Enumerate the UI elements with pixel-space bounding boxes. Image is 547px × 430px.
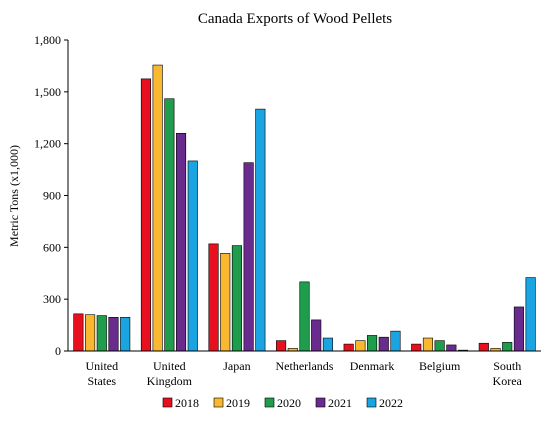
- bar-2020-1: [164, 98, 175, 352]
- bars: [73, 64, 536, 352]
- bar-2020-0: [96, 315, 107, 352]
- bar-2019-5: [422, 337, 433, 352]
- legend-label-2020: 2020: [277, 396, 301, 410]
- bar-2020-2: [231, 245, 242, 352]
- category-label: Japan: [223, 359, 250, 373]
- bar-2021-5: [446, 344, 457, 352]
- category-label: Belgium: [419, 359, 461, 373]
- bar-2022-3: [322, 337, 333, 352]
- legend-label-2022: 2022: [379, 396, 403, 410]
- y-axis-ticks: 0 300 600 900 1,200 1,500 1,800: [34, 33, 68, 358]
- category-label: Korea: [493, 374, 523, 388]
- bar-2022-6: [525, 277, 536, 352]
- y-tick-label: 0: [55, 344, 61, 358]
- category-label: Denmark: [350, 359, 395, 373]
- legend-swatch-2020: [264, 397, 275, 408]
- y-tick-label: 900: [43, 189, 61, 203]
- y-axis-label: Metric Tons (x1,000): [7, 145, 21, 247]
- chart-title: Canada Exports of Wood Pellets: [198, 11, 392, 27]
- legend-label-2021: 2021: [328, 396, 352, 410]
- y-tick-label: 1,500: [34, 85, 61, 99]
- bar-2022-0: [120, 317, 131, 352]
- bar-2021-3: [311, 319, 322, 352]
- category-label: Netherlands: [276, 359, 334, 373]
- legend: 2018 2019 2020 2021 2022: [162, 396, 403, 410]
- bar-2018-5: [411, 343, 422, 352]
- bar-2021-6: [513, 306, 524, 352]
- bar-2020-5: [434, 340, 445, 352]
- bar-2018-2: [208, 243, 219, 352]
- legend-label-2019: 2019: [226, 396, 250, 410]
- y-tick-label: 1,200: [34, 137, 61, 151]
- y-tick-label: 300: [43, 292, 61, 306]
- bar-2021-1: [176, 133, 187, 352]
- bar-2020-6: [502, 342, 513, 352]
- legend-swatch-2019: [213, 397, 224, 408]
- bar-2018-4: [343, 343, 354, 352]
- y-tick-label: 600: [43, 240, 61, 254]
- legend-label-2018: 2018: [175, 396, 199, 410]
- bar-2020-4: [367, 335, 378, 352]
- bar-2019-0: [85, 314, 96, 352]
- bar-2022-2: [255, 108, 266, 352]
- bar-2022-4: [390, 330, 401, 352]
- bar-2019-2: [220, 253, 231, 352]
- category-label: United: [153, 359, 186, 373]
- bar-2018-3: [276, 340, 287, 352]
- bar-2021-2: [243, 162, 254, 352]
- bar-2018-1: [140, 78, 152, 352]
- legend-swatch-2022: [366, 397, 377, 408]
- category-label: South: [493, 359, 521, 373]
- bar-2018-6: [478, 342, 489, 352]
- bar-2018-0: [73, 313, 84, 352]
- category-label: United: [85, 359, 118, 373]
- legend-swatch-2021: [315, 397, 326, 408]
- bar-2019-4: [355, 340, 366, 352]
- category-label: States: [87, 374, 116, 388]
- legend-swatch-2018: [162, 397, 173, 408]
- bar-2020-3: [299, 281, 310, 352]
- bar-2021-4: [378, 336, 389, 352]
- bar-2021-0: [108, 317, 119, 352]
- y-tick-label: 1,800: [34, 33, 61, 47]
- bar-2022-1: [187, 160, 198, 352]
- category-label: Kingdom: [147, 374, 193, 388]
- bar-2019-1: [152, 64, 163, 352]
